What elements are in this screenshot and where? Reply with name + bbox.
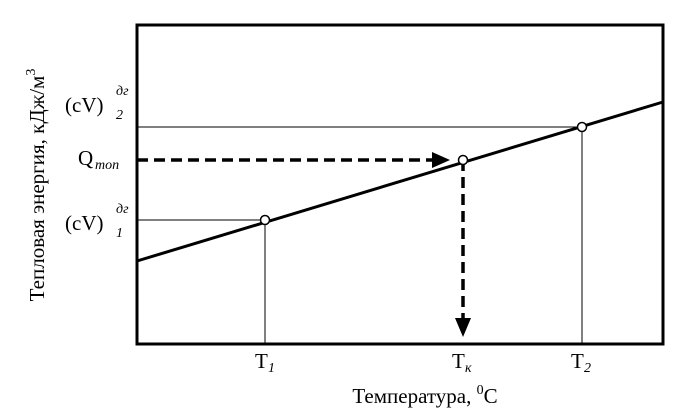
energy-line <box>136 100 664 263</box>
point <box>259 214 271 226</box>
x-label: T <box>571 349 584 373</box>
x-axis-title-sup: 0 <box>477 383 484 398</box>
y-label-sup: дг <box>116 84 129 99</box>
y-axis-title: Тепловая энергия, кДж/м3 <box>24 69 49 302</box>
point <box>576 121 588 133</box>
y-label-sub: 1 <box>116 226 123 241</box>
x-axis-title-text: Температура, <box>352 384 476 408</box>
arrow-head <box>455 318 471 337</box>
y-label: Q <box>78 146 93 170</box>
x-axis-title: Температура, 0C <box>352 383 497 408</box>
x-label-sub: к <box>465 361 472 376</box>
y-label: (cV) <box>65 93 103 117</box>
x-label-sub: 1 <box>268 361 275 376</box>
plot-frame <box>135 23 665 346</box>
x-axis-title-unit: C <box>484 384 498 408</box>
y-axis-title-text: Тепловая энергия, кДж/м <box>25 76 49 302</box>
y-axis-title-sup: 3 <box>24 69 39 76</box>
x-label: T <box>452 349 465 373</box>
y-label-sub: топ <box>95 158 119 173</box>
y-label-sub: 2 <box>116 108 123 123</box>
point <box>457 154 469 166</box>
y-label: (cV) <box>65 211 103 235</box>
y-label-sup: дг <box>116 202 129 217</box>
x-label-sub: 2 <box>584 361 591 376</box>
x-label: T <box>255 349 268 373</box>
arrow-head <box>432 152 450 168</box>
